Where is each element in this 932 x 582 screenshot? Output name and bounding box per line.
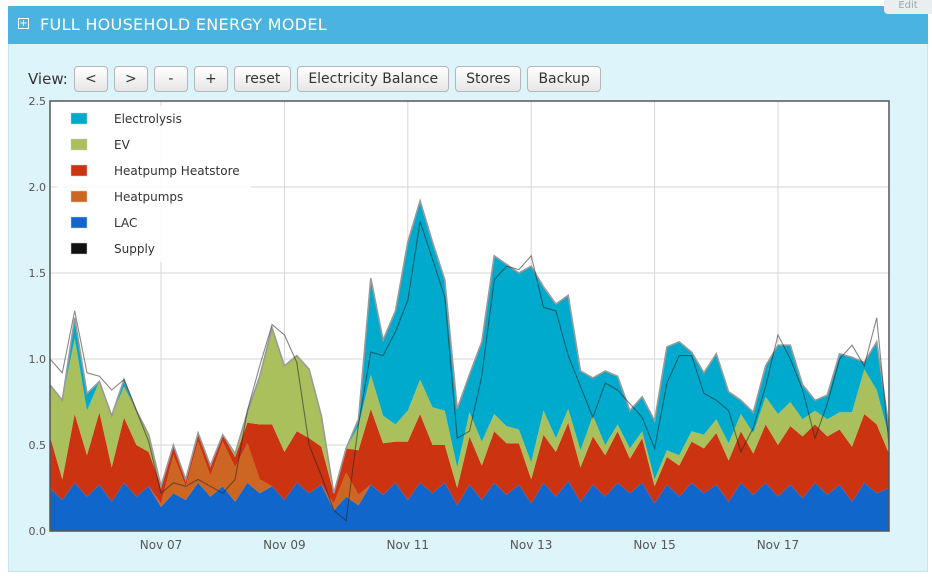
- x-tick-label: Nov 17: [757, 538, 800, 552]
- legend-swatch-electrolysis: [70, 112, 88, 125]
- pan-left-button[interactable]: <: [73, 66, 108, 92]
- y-tick-label: 2.5: [29, 95, 47, 108]
- zoom-in-button[interactable]: +: [193, 66, 228, 92]
- y-tick-label: 0.0: [29, 525, 47, 538]
- legend-swatch-heatpumps: [70, 190, 88, 203]
- legend-label-supply: Supply: [114, 242, 155, 256]
- x-tick-label: Nov 09: [263, 538, 306, 552]
- x-tick-label: Nov 13: [510, 538, 553, 552]
- legend-label-electrolysis: Electrolysis: [114, 112, 182, 126]
- y-tick-label: 1.0: [29, 353, 47, 366]
- area-heatpumps: [50, 441, 889, 511]
- reset-button[interactable]: reset: [233, 66, 292, 92]
- area-lac: [50, 481, 889, 531]
- view-label: View:: [28, 70, 68, 88]
- legend-swatch-ev: [70, 138, 88, 151]
- legend-label-heatpump-heatstore: Heatpump Heatstore: [114, 164, 240, 178]
- electricity-balance-button[interactable]: Electricity Balance: [297, 66, 450, 92]
- x-tick-label: Nov 07: [140, 538, 183, 552]
- widget-title: FULL HOUSEHOLD ENERGY MODEL: [40, 15, 327, 34]
- legend-label-lac: LAC: [114, 216, 137, 230]
- plot-border: [49, 100, 890, 532]
- legend-label-heatpumps: Heatpumps: [114, 190, 183, 204]
- area-electrolysis: [50, 200, 889, 494]
- widget-header: + FULL HOUSEHOLD ENERGY MODEL: [8, 6, 928, 44]
- pan-right-button[interactable]: >: [113, 66, 148, 92]
- legend-swatch-heatpump-heatstore: [70, 164, 88, 177]
- edit-link[interactable]: Edit: [884, 0, 932, 14]
- expand-icon[interactable]: +: [18, 18, 29, 29]
- series-supply-line: [49, 221, 890, 522]
- stores-button[interactable]: Stores: [455, 66, 522, 92]
- legend-box: [57, 106, 251, 262]
- x-tick-label: Nov 11: [387, 538, 430, 552]
- stack-outline: [49, 198, 890, 494]
- legend-swatch-lac: [70, 216, 88, 229]
- y-tick-label: 0.5: [29, 439, 47, 452]
- y-tick-label: 1.5: [29, 267, 47, 280]
- zoom-out-button[interactable]: -: [153, 66, 188, 92]
- area-heatpump-heatstore: [50, 408, 889, 506]
- x-tick-label: Nov 15: [633, 538, 676, 552]
- legend-label-ev: EV: [114, 138, 131, 152]
- legend-swatch-supply: [70, 242, 88, 255]
- view-toolbar: View: < > - + reset Electricity Balance …: [28, 66, 607, 92]
- y-tick-label: 2.0: [29, 181, 47, 194]
- backup-button[interactable]: Backup: [527, 66, 601, 92]
